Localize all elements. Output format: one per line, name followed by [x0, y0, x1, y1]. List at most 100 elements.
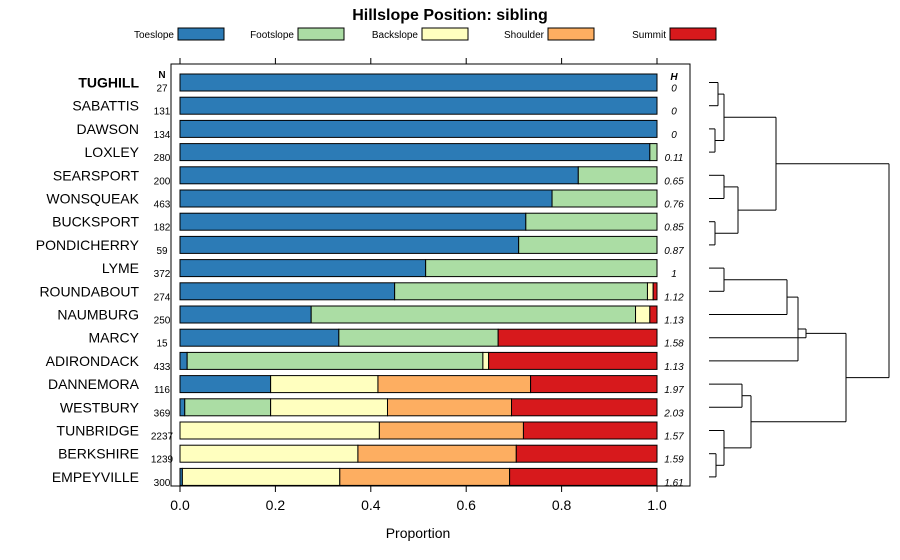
- bar-lyme-footslope: [425, 259, 658, 278]
- bar-adirondack-footslope: [186, 351, 484, 370]
- category-label-wonsqueak: WONSQUEAK: [46, 191, 139, 207]
- chart-title: Hillslope Position: sibling: [352, 7, 548, 24]
- category-label-adirondack: ADIRONDACK: [46, 353, 140, 369]
- n-label-pondicherry: 59: [156, 246, 168, 257]
- category-label-marcy: MARCY: [88, 330, 139, 346]
- bar-loxley-footslope: [649, 143, 658, 162]
- category-label-lyme: LYME: [102, 260, 139, 276]
- bar-wonsqueak-footslope: [551, 189, 658, 208]
- h-label-roundabout: 1.12: [664, 292, 684, 303]
- h-label-westbury: 2.03: [663, 408, 684, 419]
- bar-berkshire-backslope: [179, 444, 359, 463]
- n-label-naumburg: 250: [154, 316, 171, 327]
- bar-bucksport-toeslope: [179, 212, 527, 231]
- h-label-searsport: 0.65: [664, 176, 684, 187]
- bar-naumburg-summit: [649, 305, 658, 324]
- h-label-adirondack: 1.13: [664, 362, 684, 373]
- category-label-sabattis: SABATTIS: [72, 98, 139, 114]
- bar-loxley-toeslope: [179, 143, 651, 162]
- category-label-tunbridge: TUNBRIDGE: [57, 423, 139, 439]
- legend-swatch-toeslope: [177, 27, 225, 41]
- bar-westbury-footslope: [184, 398, 272, 417]
- bar-dannemora-toeslope: [179, 375, 272, 394]
- h-labels: 0 0 0 0.11 0.65 0.76 0.85 0.87 1 1.12 1.13 1.58 1.13…: [663, 84, 684, 489]
- bar-marcy-toeslope: [179, 328, 340, 347]
- bar-adirondack-summit: [488, 351, 658, 370]
- legend-swatch-backslope: [421, 27, 469, 41]
- legend: Toeslope Footslope Backslope Shoulder Summit: [134, 27, 717, 41]
- bar-roundabout-footslope: [394, 282, 648, 301]
- dendrogram: [709, 82, 890, 478]
- category-label-bucksport: BUCKSPORT: [52, 214, 139, 230]
- legend-swatch-footslope: [297, 27, 345, 41]
- h-label-loxley: 0.11: [665, 153, 684, 164]
- category-label-pondicherry: PONDICHERRY: [36, 237, 140, 253]
- bar-adirondack-toeslope: [179, 351, 188, 370]
- n-label-searsport: 200: [154, 176, 171, 187]
- legend-label-toeslope: Toeslope: [134, 30, 174, 41]
- bar-empeyville-backslope: [181, 467, 341, 486]
- h-label-berkshire: 1.59: [664, 455, 684, 466]
- x-axis-label: Proportion: [386, 525, 451, 541]
- x-tick-label: 0.2: [266, 497, 286, 513]
- x-tick-label: 0.6: [456, 497, 476, 513]
- category-label-westbury: WESTBURY: [60, 399, 140, 415]
- legend-swatch-shoulder: [547, 27, 595, 41]
- bar-empeyville-shoulder: [339, 467, 511, 486]
- bar-wonsqueak-toeslope: [179, 189, 553, 208]
- n-header: N: [158, 70, 165, 81]
- legend-label-summit: Summit: [632, 30, 666, 41]
- category-label-loxley: LOXLEY: [85, 144, 140, 160]
- h-label-tunbridge: 1.57: [664, 432, 684, 443]
- n-label-dawson: 134: [154, 130, 171, 141]
- h-label-pondicherry: 0.87: [664, 246, 684, 257]
- h-label-dawson: 0: [671, 130, 677, 141]
- n-label-lyme: 372: [154, 269, 171, 280]
- bar-marcy-footslope: [338, 328, 499, 347]
- n-label-sabattis: 131: [154, 107, 171, 118]
- bar-lyme-toeslope: [179, 259, 427, 278]
- bar-roundabout-summit: [652, 282, 658, 301]
- bar-sabattis-toeslope: [179, 96, 658, 115]
- bar-berkshire-summit: [515, 444, 658, 463]
- n-label-tughill: 27: [156, 84, 168, 95]
- bar-bucksport-footslope: [525, 212, 658, 231]
- n-label-adirondack: 433: [154, 362, 171, 373]
- bar-westbury-toeslope: [179, 398, 186, 417]
- n-label-loxley: 280: [154, 153, 171, 164]
- category-label-berkshire: BERKSHIRE: [58, 446, 139, 462]
- bar-searsport-footslope: [577, 166, 658, 185]
- n-label-empeyville: 300: [154, 478, 171, 489]
- h-label-empeyville: 1.61: [664, 478, 683, 489]
- category-label-roundabout: ROUNDABOUT: [39, 283, 139, 299]
- h-header: H: [670, 72, 678, 83]
- legend-label-footslope: Footslope: [250, 30, 294, 41]
- h-label-lyme: 1: [671, 269, 677, 280]
- h-label-marcy: 1.58: [664, 339, 684, 350]
- bar-naumburg-backslope: [635, 305, 651, 324]
- bar-tunbridge-backslope: [179, 421, 380, 440]
- x-tick-label: 1.0: [647, 497, 667, 513]
- n-label-tunbridge: 2237: [151, 432, 174, 443]
- x-axis: 0.0 0.2 0.4 0.6 0.8 1.0: [170, 58, 667, 513]
- bar-naumburg-toeslope: [179, 305, 312, 324]
- bar-empeyville-summit: [509, 467, 658, 486]
- x-tick-label: 0.8: [552, 497, 572, 513]
- legend-label-shoulder: Shoulder: [504, 30, 545, 41]
- h-label-bucksport: 0.85: [664, 223, 684, 234]
- bar-roundabout-toeslope: [179, 282, 396, 301]
- h-label-sabattis: 0: [671, 107, 677, 118]
- bar-tunbridge-shoulder: [378, 421, 524, 440]
- n-label-bucksport: 182: [154, 223, 171, 234]
- n-label-wonsqueak: 463: [154, 200, 171, 211]
- h-label-wonsqueak: 0.76: [664, 200, 684, 211]
- n-label-marcy: 15: [156, 339, 168, 350]
- category-label-dawson: DAWSON: [77, 121, 139, 137]
- n-label-westbury: 369: [154, 408, 171, 419]
- h-label-tughill: 0: [671, 84, 677, 95]
- bar-dannemora-backslope: [270, 375, 379, 394]
- category-label-dannemora: DANNEMORA: [48, 376, 140, 392]
- bar-dawson-toeslope: [179, 119, 658, 138]
- n-labels: 27 131 134 280 200 463 182 59 372 274 250 15 433 116 3…: [151, 84, 174, 489]
